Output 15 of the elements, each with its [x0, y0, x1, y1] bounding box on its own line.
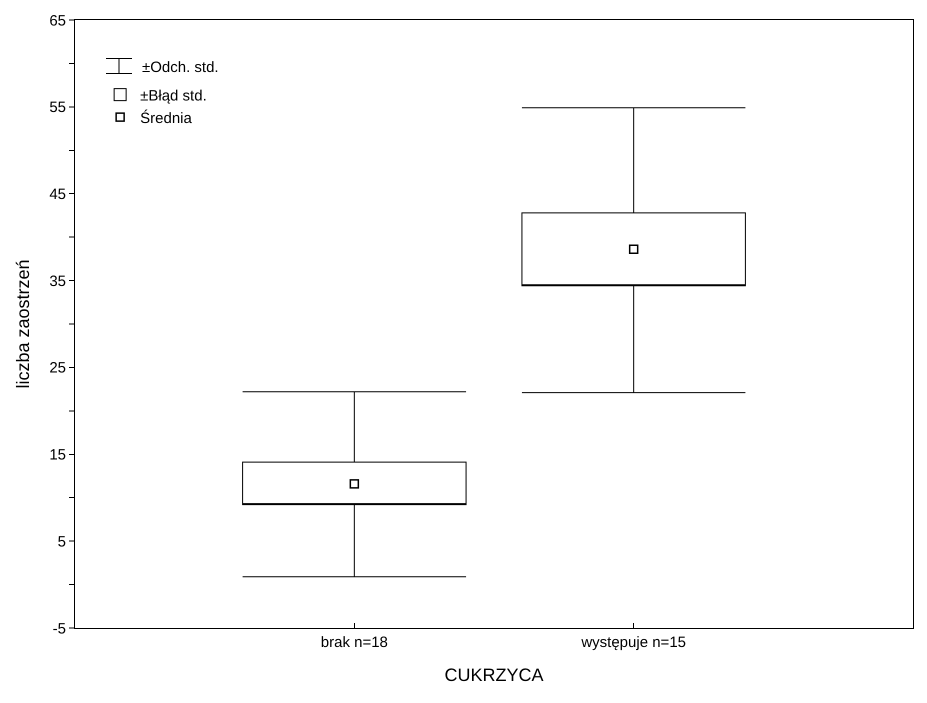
x-tick-label: występuje n=15: [580, 634, 686, 651]
y-tick-label: 35: [49, 272, 66, 290]
y-tick-label: 55: [49, 99, 66, 116]
y-tick-label: 15: [49, 446, 66, 464]
y-tick-label: 65: [49, 12, 66, 30]
x-tick-label: brak n=18: [320, 634, 388, 651]
y-tick-label: 5: [58, 533, 66, 550]
y-tick-label: -5: [52, 620, 66, 638]
legend-label: Średnia: [140, 108, 192, 127]
annotation: ±Odch. std.: [142, 59, 219, 76]
y-axis-title: liczba zaostrzeń: [13, 259, 33, 389]
x-axis-title: CUKRZYCA: [444, 665, 544, 686]
legend-label: ±Błąd std.: [140, 87, 207, 104]
y-tick-label: 45: [49, 186, 66, 203]
y-tick-label: 25: [49, 360, 66, 377]
